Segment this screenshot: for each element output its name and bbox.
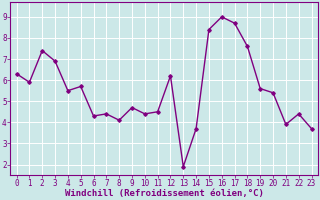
X-axis label: Windchill (Refroidissement éolien,°C): Windchill (Refroidissement éolien,°C) (65, 189, 263, 198)
